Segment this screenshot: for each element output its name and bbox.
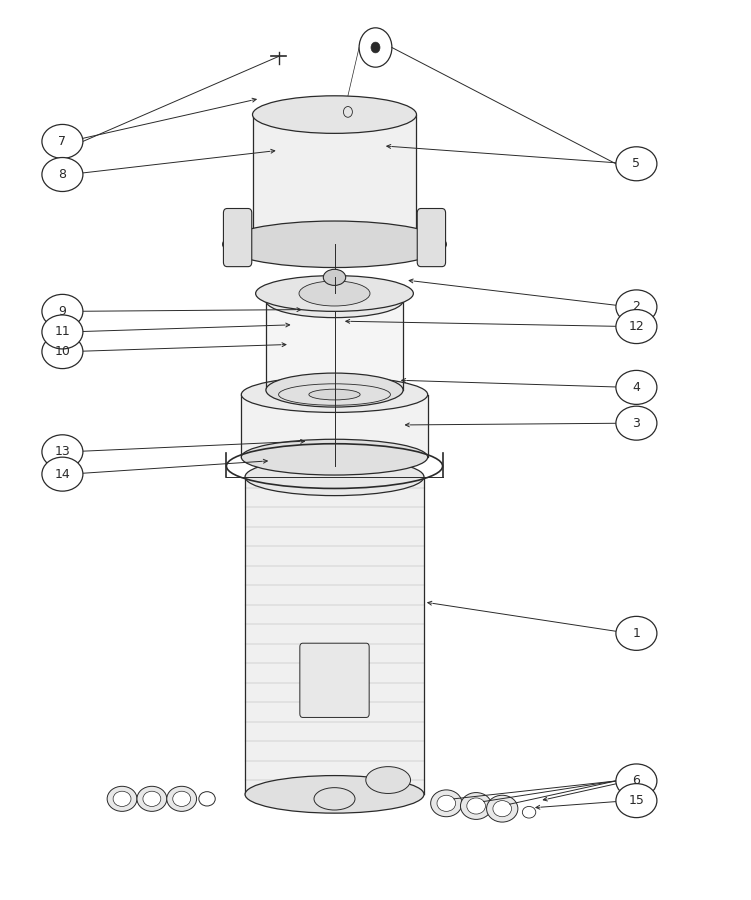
Text: 7: 7 <box>59 135 66 148</box>
Ellipse shape <box>523 806 535 818</box>
Ellipse shape <box>616 371 657 404</box>
Ellipse shape <box>42 315 83 349</box>
Ellipse shape <box>241 439 427 475</box>
Ellipse shape <box>167 787 197 812</box>
Ellipse shape <box>107 787 137 812</box>
Ellipse shape <box>255 275 413 311</box>
Circle shape <box>359 28 392 68</box>
Ellipse shape <box>318 296 351 305</box>
Text: 9: 9 <box>59 305 66 318</box>
Ellipse shape <box>241 377 427 412</box>
Ellipse shape <box>437 796 456 812</box>
Text: 2: 2 <box>632 301 641 313</box>
Ellipse shape <box>460 793 492 819</box>
Ellipse shape <box>324 269 345 285</box>
Ellipse shape <box>223 221 446 267</box>
Text: 3: 3 <box>632 417 641 429</box>
Ellipse shape <box>42 457 83 491</box>
Ellipse shape <box>487 796 518 822</box>
Ellipse shape <box>252 95 417 133</box>
FancyBboxPatch shape <box>300 644 369 717</box>
Text: 11: 11 <box>55 326 71 338</box>
Ellipse shape <box>299 281 370 306</box>
Ellipse shape <box>137 787 167 812</box>
Ellipse shape <box>309 389 360 400</box>
Ellipse shape <box>42 335 83 369</box>
Ellipse shape <box>245 458 424 496</box>
Text: 1: 1 <box>632 627 641 640</box>
Ellipse shape <box>616 290 657 324</box>
FancyBboxPatch shape <box>224 209 252 266</box>
Ellipse shape <box>42 158 83 192</box>
Circle shape <box>371 42 380 53</box>
Text: 14: 14 <box>55 468 71 481</box>
Text: 6: 6 <box>632 774 641 788</box>
Ellipse shape <box>616 147 657 181</box>
Ellipse shape <box>42 294 83 328</box>
Ellipse shape <box>467 798 485 814</box>
Ellipse shape <box>42 124 83 158</box>
Ellipse shape <box>143 791 161 806</box>
Ellipse shape <box>430 790 462 816</box>
Text: 4: 4 <box>632 381 641 394</box>
FancyBboxPatch shape <box>418 209 445 266</box>
Text: 8: 8 <box>59 168 66 181</box>
Ellipse shape <box>366 767 411 794</box>
Text: 10: 10 <box>55 345 71 358</box>
Ellipse shape <box>173 791 191 806</box>
Ellipse shape <box>616 784 657 817</box>
Ellipse shape <box>616 764 657 798</box>
Ellipse shape <box>616 310 657 344</box>
Ellipse shape <box>42 435 83 469</box>
Ellipse shape <box>314 788 355 810</box>
Text: 5: 5 <box>632 158 641 170</box>
Ellipse shape <box>199 792 216 806</box>
Text: 13: 13 <box>55 446 71 458</box>
Ellipse shape <box>616 616 657 651</box>
Ellipse shape <box>493 801 511 816</box>
Ellipse shape <box>245 776 424 813</box>
Ellipse shape <box>266 374 403 407</box>
Text: 15: 15 <box>629 794 644 807</box>
Ellipse shape <box>616 406 657 440</box>
Text: 12: 12 <box>629 320 644 333</box>
Ellipse shape <box>113 791 131 806</box>
Ellipse shape <box>266 284 403 318</box>
